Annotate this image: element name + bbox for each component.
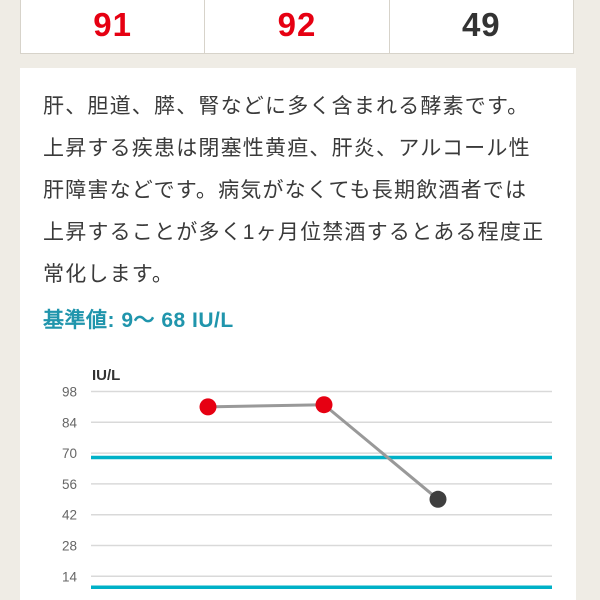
y-tick-label: 28 [62, 539, 77, 554]
y-tick-label: 42 [62, 508, 77, 523]
y-tick-label: 84 [62, 415, 78, 430]
data-point [199, 398, 217, 416]
data-point [429, 490, 447, 508]
results-table-row: 91 92 49 [20, 0, 574, 54]
trend-line [207, 403, 439, 501]
description-text: 肝、胆道、膵、腎などに多く含まれる酵素です。上昇する疾患は閉塞性黄疸、肝炎、アル… [43, 95, 545, 286]
result-value: 91 [93, 5, 133, 43]
data-point [315, 396, 333, 414]
y-tick-label: 70 [62, 446, 77, 461]
chart-unit-label: IU/L [92, 367, 120, 384]
y-tick-label: 98 [62, 385, 77, 400]
reference-range-heading: 基準値: 9〜 68 IU/L [43, 309, 234, 332]
trend-chart: IU/L 98 84 70 56 42 28 14 [62, 367, 552, 590]
description-card: 肝、胆道、膵、腎などに多く含まれる酵素です。上昇する疾患は閉塞性黄疸、肝炎、アル… [20, 68, 576, 600]
result-value: 49 [461, 5, 501, 43]
y-tick-label: 56 [62, 477, 77, 492]
y-tick-label: 14 [62, 569, 78, 584]
result-value: 92 [277, 5, 317, 43]
result-value-cell[interactable]: 91 [21, 0, 204, 53]
result-value-cell[interactable]: 49 [388, 0, 573, 53]
result-value-cell[interactable]: 92 [204, 0, 388, 53]
